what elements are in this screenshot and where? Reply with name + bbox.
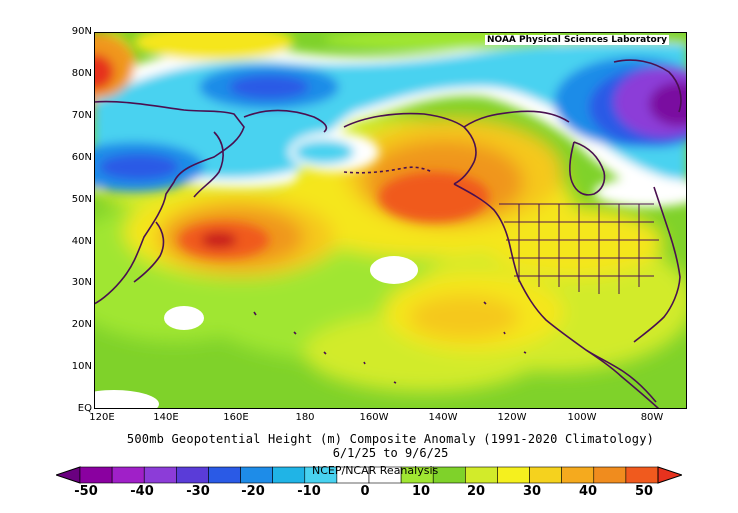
lat-label-70n: 70N [71, 110, 92, 121]
lat-label-eq: EQ [77, 403, 92, 414]
field-white-blob-west [164, 306, 204, 330]
lat-label-10n: 10N [71, 361, 92, 372]
coast-islands-b [483, 301, 527, 354]
lat-label-40n: 40N [71, 236, 92, 247]
lon-label-160e: 160E [223, 412, 249, 423]
colorbar-tick--10: -10 [297, 484, 321, 499]
colorbar-segment [240, 466, 273, 484]
anomaly-map-svg [94, 32, 687, 409]
coast-alaska [343, 112, 477, 185]
colorbar-tick--20: -20 [241, 484, 265, 499]
field-yellow-top [134, 32, 294, 60]
coast-central-america [585, 349, 657, 403]
coast-nw-pacific [453, 183, 660, 409]
colorbar-segment [465, 466, 498, 484]
coast-kamchatka [193, 131, 224, 198]
lat-label-60n: 60N [71, 152, 92, 163]
map-title: 500mb Geopotential Height (m) Composite … [126, 432, 655, 446]
colorbar-segment [529, 466, 562, 484]
colorbar-segment [272, 466, 306, 484]
lat-label-80n: 80N [71, 68, 92, 79]
colorbar-segment [593, 466, 627, 484]
field-darkblue-bering [229, 75, 309, 99]
anomaly-map [94, 32, 687, 409]
coast-japan [133, 221, 165, 283]
coast-canada-west [463, 110, 570, 128]
us-state-lines-h [504, 221, 662, 277]
lon-label-80w: 80W [640, 412, 664, 423]
colorbar-segment [143, 466, 177, 484]
colorbar-segment [208, 466, 241, 484]
coast-islands-a [253, 311, 397, 384]
field-white-blob-mid [370, 256, 418, 284]
lon-label-100w: 100W [567, 412, 597, 423]
us-states [499, 203, 662, 294]
coast-hudson [569, 141, 606, 196]
field-darkblue-okhotsk [99, 154, 179, 180]
colorbar-tick--40: -40 [130, 484, 154, 499]
lat-label-90n: 90N [71, 26, 92, 37]
coast-east-us [633, 186, 681, 343]
colorbar-tick-10: 10 [411, 484, 431, 499]
colorbar-tick-40: 40 [578, 484, 598, 499]
colorbar-segment [625, 466, 659, 484]
field-cyan-tongue [294, 140, 354, 164]
coast-asia [94, 100, 245, 305]
colorbar-segment [497, 466, 530, 484]
field-darkred-jp [201, 232, 237, 248]
colorbar-right-triangle [657, 466, 682, 484]
lon-label-140e: 140E [153, 412, 179, 423]
colorbar [56, 466, 682, 484]
field-red-nw-top [94, 54, 114, 90]
coast-chukotka [243, 109, 328, 133]
colorbar-segment [561, 466, 595, 484]
coast-greenland [613, 59, 682, 113]
field-red-ak [379, 172, 489, 222]
us-state-lines-v [518, 204, 640, 294]
colorbar-tick-20: 20 [466, 484, 486, 499]
lat-label-30n: 30N [71, 277, 92, 288]
coast-aleutians [343, 166, 433, 174]
field-orangeyellow-sub [409, 295, 519, 339]
colorbar-segment [111, 466, 145, 484]
field-darkpurple-east [649, 82, 687, 126]
colorbar-tick--50: -50 [74, 484, 98, 499]
dataset-label: NCEP/NCAR Reanalysis [312, 464, 439, 477]
field-white-hudson [594, 177, 687, 207]
lon-label-120e: 120E [89, 412, 115, 423]
lon-label-180: 180 [295, 412, 315, 423]
colorbar-tick-50: 50 [634, 484, 654, 499]
field-white-blob-south [94, 390, 159, 409]
lon-label-120w: 120W [497, 412, 527, 423]
colorbar-segment [176, 466, 209, 484]
lon-label-140w: 140W [428, 412, 458, 423]
lon-label-160w: 160W [359, 412, 389, 423]
coastlines [94, 59, 682, 409]
colorbar-tick--30: -30 [186, 484, 210, 499]
credit-label: NOAA Physical Sciences Laboratory [485, 35, 670, 45]
colorbar-tick-30: 30 [522, 484, 542, 499]
colorbar-left-triangle [56, 466, 81, 484]
lat-label-50n: 50N [71, 194, 92, 205]
map-date-range: 6/1/25 to 9/6/25 [332, 446, 449, 460]
colorbar-tick-0: 0 [360, 484, 370, 499]
colorbar-segment [79, 466, 113, 484]
lat-label-20n: 20N [71, 319, 92, 330]
